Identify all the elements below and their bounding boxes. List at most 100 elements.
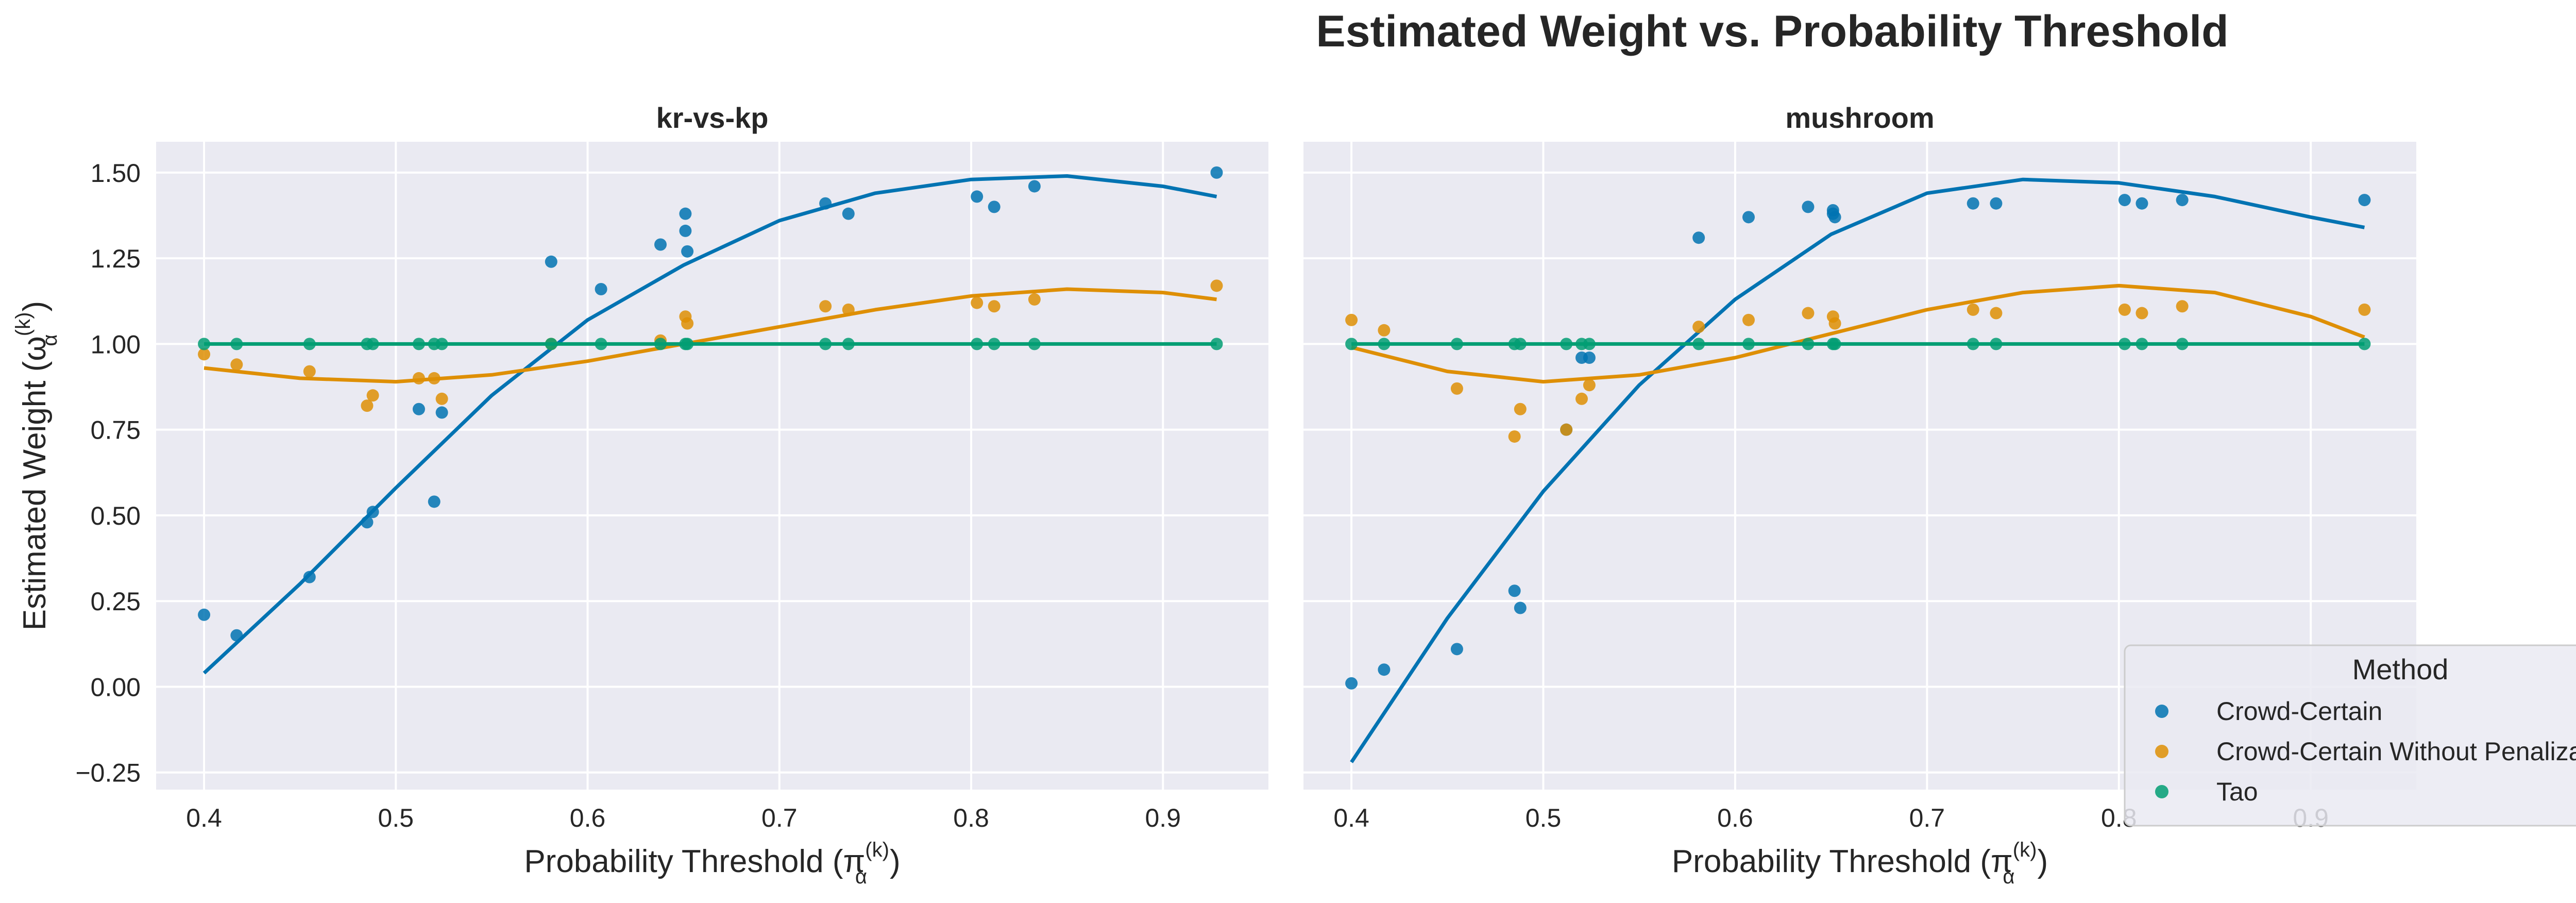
x-axis-label: Probability Threshold (π(k) α) [1672, 839, 2048, 888]
data-point [1378, 663, 1391, 676]
fit-line [1351, 283, 2365, 384]
panel-kr-vs-kp: kr-vs-kp 0.4 0.5 0.6 0.7 0.8 0.9 −0.25 0.00 0.25 0… [12, 102, 1268, 888]
y-tick-label: 0.75 [91, 416, 141, 445]
data-point [545, 255, 557, 268]
legend-marker [2155, 745, 2168, 758]
data-point [681, 245, 694, 258]
x-axis-label-sub: α [2003, 865, 2014, 888]
data-point [1990, 307, 2003, 320]
data-point [1345, 313, 1358, 326]
data-point [2176, 194, 2189, 207]
data-point [361, 399, 374, 412]
data-point [2136, 197, 2148, 210]
data-point [2358, 338, 2371, 350]
y-axis-label-sub: α [39, 334, 61, 346]
data-point [435, 406, 448, 419]
data-point [971, 296, 984, 309]
legend-marker [2155, 785, 2168, 798]
y-tick-label: 0.25 [91, 587, 141, 616]
data-point [1028, 180, 1041, 193]
data-point [679, 224, 692, 237]
data-point [988, 200, 1001, 213]
x-axis-label-sub: α [855, 865, 867, 888]
data-point [1210, 279, 1223, 292]
data-point [303, 365, 316, 378]
legend-marker [2155, 705, 2168, 718]
data-point [1345, 677, 1358, 690]
series-2 [198, 338, 1223, 350]
legend-entry: Crowd-Certain [2216, 697, 2382, 726]
x-tick-label: 0.4 [1333, 804, 1369, 832]
y-tick-label: 1.25 [91, 244, 141, 273]
data-point [1514, 403, 1527, 415]
data-point [679, 207, 692, 220]
data-point [988, 300, 1001, 313]
data-point [2118, 194, 2131, 207]
x-tick-label: 0.6 [570, 804, 606, 832]
x-axis-label-sup: (k) [2013, 839, 2037, 861]
y-tick-label: 0.50 [91, 501, 141, 530]
data-point [303, 571, 316, 583]
y-tick-label: 1.00 [91, 330, 141, 359]
x-axis-label-text: Probability Threshold (π [524, 844, 865, 879]
y-tick-label: 0.00 [91, 673, 141, 701]
data-point [1828, 211, 1841, 224]
data-point [428, 495, 440, 508]
data-point [1508, 430, 1521, 443]
data-point [2358, 194, 2371, 207]
data-point [681, 317, 694, 330]
x-tick-label: 0.6 [1717, 804, 1753, 832]
data-point [819, 300, 832, 313]
data-point [1028, 293, 1041, 306]
y-tick-label: 1.50 [91, 159, 141, 188]
panel-title: mushroom [1785, 102, 1934, 134]
panels: kr-vs-kp 0.4 0.5 0.6 0.7 0.8 0.9 −0.25 0.00 0.25 0… [12, 102, 2416, 888]
legend: Method Crowd-Certain Crowd-Certain Without… [2124, 644, 2576, 827]
x-tick-label: 0.4 [186, 804, 222, 832]
x-tick-label: 0.7 [761, 804, 798, 832]
x-axis-label: Probability Threshold (π(k) α) [524, 839, 900, 888]
y-axis-label-end: ) [17, 301, 53, 312]
series-2 [1345, 338, 2371, 350]
fit-line [202, 174, 1217, 675]
data-point [1967, 197, 1979, 210]
data-point [1692, 321, 1705, 333]
data-point [198, 608, 211, 621]
panel-title: kr-vs-kp [656, 102, 769, 134]
y-axis-label-text: Estimated Weight (ω [17, 336, 53, 630]
data-point [412, 403, 425, 415]
series-1 [198, 279, 1223, 412]
data-point [1802, 200, 1815, 213]
data-point [2176, 300, 2189, 313]
legend-entry: Crowd-Certain Without Penalization [2216, 737, 2576, 766]
figure-title: Estimated Weight vs. Probability Thresho… [1316, 7, 2228, 56]
data-point [230, 358, 243, 371]
data-point [1802, 307, 1815, 320]
data-point [1450, 643, 1463, 656]
y-tick-label: −0.25 [75, 759, 141, 788]
series-0 [198, 166, 1223, 675]
data-point [595, 282, 607, 295]
data-point [1990, 197, 2003, 210]
data-point [1575, 392, 1588, 405]
fit-line [1350, 177, 2365, 763]
data-point [2118, 303, 2131, 316]
data-point [1692, 231, 1705, 244]
x-axis-label-end: ) [2038, 844, 2048, 879]
data-point [2358, 303, 2371, 316]
data-point [1514, 601, 1527, 614]
fit-line [204, 287, 1217, 384]
plot-area [156, 142, 1268, 790]
data-point [198, 348, 211, 361]
data-point [435, 392, 448, 405]
legend-box [2124, 644, 2576, 827]
legend-title: Method [2352, 653, 2449, 685]
data-point [1742, 313, 1755, 326]
data-point [1508, 584, 1521, 597]
x-axis-label-end: ) [890, 844, 901, 879]
x-axis-label-sup: (k) [865, 839, 889, 861]
data-point [1583, 379, 1596, 392]
